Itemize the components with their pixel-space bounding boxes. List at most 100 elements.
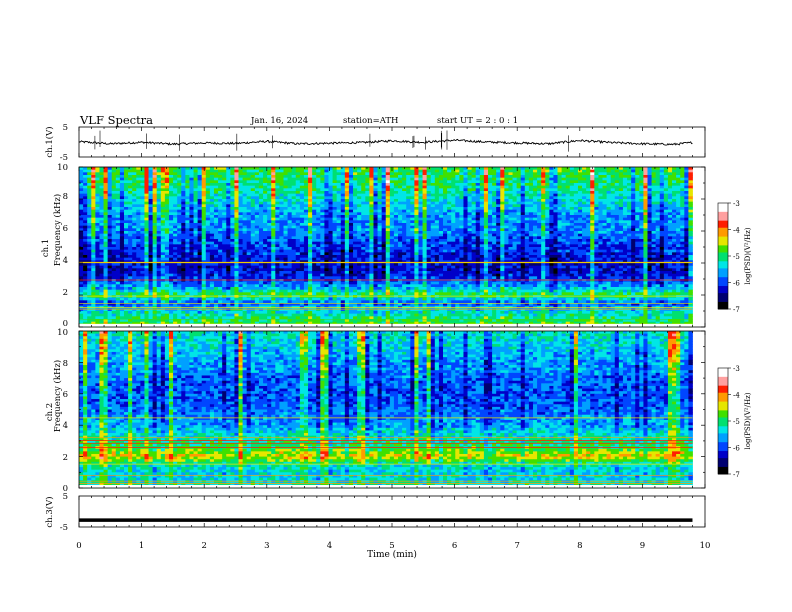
spectrogram-cell — [111, 207, 117, 211]
spectrogram-cell — [209, 191, 215, 195]
spectrogram-cell — [173, 215, 178, 219]
spectrogram-cell — [136, 169, 141, 173]
spectrogram-cell — [353, 207, 358, 211]
spectrogram-cell — [295, 236, 301, 240]
spectrogram-cell — [79, 252, 84, 256]
spectrogram-cell — [577, 241, 583, 245]
spectrogram-cell — [119, 167, 125, 171]
spectrogram-cell — [361, 196, 366, 200]
spectrogram-cell — [459, 180, 464, 184]
spectrogram-cell — [508, 231, 513, 235]
spectrogram-cell — [676, 249, 681, 253]
spectrogram-cell — [144, 183, 149, 187]
spectrogram-cell — [618, 185, 624, 189]
spectrogram-cell — [246, 212, 252, 216]
spectrogram-cell — [447, 196, 452, 200]
spectrogram-cell — [189, 177, 194, 181]
spectrogram-cell — [577, 215, 583, 219]
spectrogram-cell — [115, 249, 121, 253]
spectrogram-cell — [250, 199, 256, 203]
spectrogram-cell — [283, 217, 288, 221]
spectrogram-cell — [524, 215, 530, 219]
spectrogram-cell — [132, 236, 137, 240]
spectrogram-cell — [487, 231, 493, 235]
spectrogram-cell — [614, 185, 620, 189]
spectrogram-cell — [275, 185, 280, 189]
spectrogram-cell — [87, 231, 92, 235]
spectrogram-cell — [459, 172, 464, 176]
spectrogram-cell — [381, 193, 387, 197]
spectrogram-cell — [168, 236, 174, 240]
spectrogram-cell — [606, 177, 612, 181]
spectrogram-cell — [103, 220, 109, 224]
spectrogram-cell — [115, 201, 121, 205]
spectrogram-cell — [123, 177, 129, 181]
spectrogram-cell — [283, 193, 288, 197]
spectrogram-cell — [573, 207, 579, 211]
spectrogram-cell — [557, 185, 562, 189]
spectrogram-cell — [402, 169, 407, 173]
spectrogram-cell — [299, 188, 305, 192]
spectrogram-cell — [275, 188, 280, 192]
spectrogram-cell — [340, 209, 346, 213]
spectrogram-cell — [598, 220, 603, 224]
spectrogram-cell — [107, 244, 113, 248]
spectrogram-cell — [627, 167, 632, 171]
spectrogram-cell — [418, 209, 423, 213]
spectrogram-cell — [168, 233, 174, 237]
spectrogram-cell — [565, 204, 571, 208]
spectrogram-cell — [406, 215, 411, 219]
spectrogram-cell — [205, 225, 211, 229]
spectrogram-cell — [164, 193, 170, 197]
spectrogram-cell — [287, 239, 293, 243]
spectrogram-cell — [381, 223, 387, 227]
spectrogram-cell — [434, 169, 440, 173]
spectrogram-cell — [213, 212, 219, 216]
spectrogram-cell — [606, 183, 612, 187]
spectrogram-cell — [303, 199, 309, 203]
spectrogram-cell — [246, 228, 252, 232]
spectrogram-cell — [426, 188, 432, 192]
spectrogram-cell — [672, 180, 677, 184]
spectrogram-cell — [434, 212, 440, 216]
spectrogram-cell — [610, 209, 616, 213]
spectrogram-cell — [406, 185, 411, 189]
spectrogram-cell — [389, 199, 395, 203]
spectrogram-cell — [565, 196, 571, 200]
spectrogram-cell — [688, 233, 693, 237]
spectrogram-cell — [655, 167, 661, 171]
spectrogram-cell — [263, 201, 268, 205]
spectrogram-cell — [250, 252, 256, 256]
spectrogram-cell — [492, 193, 497, 197]
spectrogram-cell — [549, 169, 554, 173]
spectrogram-cell — [316, 223, 321, 227]
spectrogram-cell — [667, 175, 673, 179]
spectrogram-cell — [213, 199, 219, 203]
spectrogram-cell — [312, 215, 317, 219]
spectrogram-cell — [144, 188, 149, 192]
spectrogram-cell — [258, 247, 264, 251]
spectrogram-cell — [299, 209, 305, 213]
spectrogram-cell — [659, 172, 665, 176]
spectrogram-cell — [438, 180, 444, 184]
spectrogram-cell — [618, 249, 624, 253]
spectrogram-cell — [655, 172, 661, 176]
spectrogram-cell — [586, 180, 591, 184]
spectrogram-cell — [426, 201, 432, 205]
spectrogram-cell — [622, 231, 628, 235]
spectrogram-cell — [373, 228, 378, 232]
spectrogram-cell — [320, 220, 325, 224]
spectrogram-cell — [512, 180, 518, 184]
spectrogram-cell — [353, 252, 358, 256]
spectrogram-cell — [434, 239, 440, 243]
spectrogram-cell — [107, 183, 113, 187]
spectrogram-cell — [271, 233, 276, 237]
spectrogram-cell — [455, 231, 460, 235]
spectrogram-cell — [336, 220, 342, 224]
spectrogram-cell — [348, 215, 354, 219]
spectrogram-cell — [267, 169, 272, 173]
spectrogram-cell — [103, 225, 109, 229]
spectrogram-cell — [606, 167, 612, 171]
spectrogram-cell — [479, 231, 485, 235]
spectrogram-cell — [271, 228, 276, 232]
